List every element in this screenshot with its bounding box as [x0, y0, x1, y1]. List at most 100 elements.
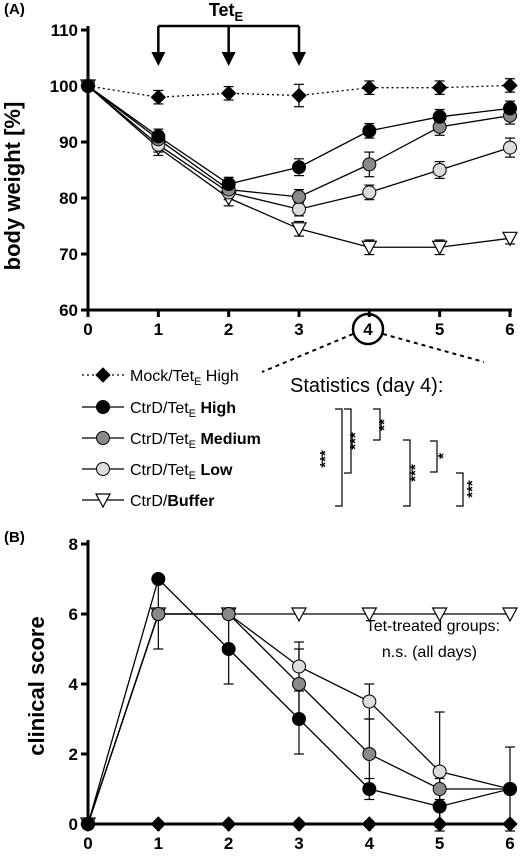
data-point-buffer: [431, 607, 448, 623]
data-point-mock: [361, 816, 378, 832]
data-point-medium: [292, 189, 306, 204]
panel-b-xtick-label: 4: [365, 834, 375, 853]
legend-marker-buffer: [94, 493, 112, 509]
panel-a-xtick-label: 5: [435, 320, 444, 339]
data-point-high: [503, 782, 517, 796]
legend-medium-sub: E: [189, 439, 196, 451]
legend-item-buffer: CtrD/Buffer: [130, 493, 214, 510]
data-point-low: [292, 202, 306, 217]
legend-low-b: Low: [196, 462, 233, 479]
panel-b-ylabel: clinical score: [24, 616, 49, 755]
bracket-high-low: [344, 408, 352, 474]
legend-label-high: CtrD/TetE High: [130, 400, 236, 420]
panel-b-xtick-label: 5: [435, 834, 444, 853]
legend-item-mock: Mock/TetE High: [130, 368, 239, 388]
treatment-arrowhead: [221, 52, 236, 66]
significance-brackets: *** *** ** *** * ***: [317, 408, 481, 507]
legend-label-mock: Mock/TetE High: [130, 368, 239, 388]
panel-b-ytick-label: 4: [69, 675, 79, 694]
legend-high-sub: E: [189, 408, 196, 420]
legend-mock-sub: E: [194, 376, 201, 388]
data-point-medium: [221, 607, 236, 621]
panel-b-ytick-label: 2: [69, 745, 78, 764]
panel-b-xtick-label: 0: [83, 834, 92, 853]
data-point-high: [221, 642, 236, 656]
panel-a-plot: 60 70 80 90 100 110 0 1 2 3 5 6: [50, 21, 519, 339]
data-point-medium: [362, 157, 377, 172]
legend-buffer-a: CtrD/: [130, 493, 168, 510]
data-point-mock: [220, 85, 237, 101]
panel-a-ytick-label: 80: [59, 189, 78, 208]
panel-a-xtick-label: 6: [505, 320, 514, 339]
data-point-high: [292, 712, 306, 726]
legend-label-buffer: CtrD/Buffer: [130, 493, 214, 510]
panel-a-xtick-label: 3: [294, 320, 303, 339]
legend-low-a: CtrD/Tet: [130, 462, 189, 479]
panel-a-xtick-label: 1: [154, 320, 163, 339]
data-point-mock: [150, 816, 167, 832]
data-point-mock: [502, 77, 518, 94]
data-point-mock: [502, 816, 518, 832]
data-point-mock: [361, 79, 378, 96]
legend-medium-a: CtrD/Tet: [130, 431, 189, 448]
panel-a-ytick-label: 100: [50, 77, 78, 96]
data-point-low: [432, 163, 447, 177]
legend-label-medium: CtrD/TetE Medium: [130, 431, 261, 451]
legend-item-high: CtrD/TetE High: [130, 400, 236, 420]
data-point-high: [362, 123, 377, 138]
treatment-label-main: Tet: [209, 0, 235, 20]
panel-a-xtick-label: 2: [224, 320, 233, 339]
treatment-arrowhead: [292, 52, 306, 66]
sig-medium-buffer: ***: [407, 464, 424, 482]
bracket-low-buffer: [456, 472, 464, 507]
data-point-mock: [291, 87, 307, 104]
treatment-arrowhead: [151, 52, 166, 66]
sig-low-buffer: ***: [464, 480, 481, 498]
data-point-high: [432, 799, 447, 814]
data-point-medium: [151, 607, 166, 621]
data-point-high: [362, 782, 377, 796]
treatment-label: TetE: [209, 0, 244, 24]
data-point-buffer: [501, 231, 519, 247]
data-point-high: [292, 160, 306, 175]
legend-high-a: CtrD/Tet: [130, 400, 189, 417]
data-point-mock: [291, 816, 307, 832]
legend-marker-mock: [95, 367, 111, 383]
sig-high-buffer: ***: [317, 450, 334, 468]
panel-a-xtick-label: 0: [83, 320, 92, 339]
panel-a-ytick-label: 110: [51, 21, 78, 40]
panel-b-plot: 0 2 4 6 8 0 1 2 3 4 5 6: [69, 535, 519, 853]
data-point-medium: [292, 677, 306, 691]
sig-high-low: ***: [347, 432, 364, 450]
panel-b-label: (B): [4, 529, 25, 546]
panel-b-ytick-label: 0: [69, 815, 78, 834]
data-point-high: [221, 177, 236, 191]
legend-label-low: CtrD/TetE Low: [130, 462, 233, 482]
data-point-high: [151, 572, 166, 586]
legend-item-low: CtrD/TetE Low: [130, 462, 233, 482]
panel-b-xtick-label: 6: [505, 834, 514, 853]
legend-buffer-b: Buffer: [167, 493, 214, 510]
legend-low-sub: E: [189, 470, 196, 482]
data-point-buffer: [290, 222, 308, 238]
panel-a-ylabel: body weight [%]: [0, 102, 25, 271]
data-point-mock: [80, 816, 96, 832]
data-point-low: [503, 140, 517, 155]
legend-mock-a: Mock/Tet: [130, 368, 195, 385]
data-point-buffer: [431, 240, 448, 256]
bracket-medium-buffer: [403, 439, 411, 507]
data-point-buffer: [501, 607, 519, 623]
legend-mock-b: High: [201, 368, 238, 385]
data-point-buffer: [361, 607, 378, 623]
panel-b-ytick-label: 8: [69, 535, 78, 554]
data-point-high: [432, 109, 447, 124]
panel-a-ytick-label: 70: [59, 245, 78, 264]
bracket-medium-low: [430, 440, 438, 473]
callout-line-left: [261, 333, 354, 373]
legend-item-medium: CtrD/TetE Medium: [130, 431, 261, 451]
data-point-mock: [220, 816, 237, 832]
data-point-mock: [80, 78, 96, 94]
panel-b-ytick-label: 6: [69, 605, 78, 624]
